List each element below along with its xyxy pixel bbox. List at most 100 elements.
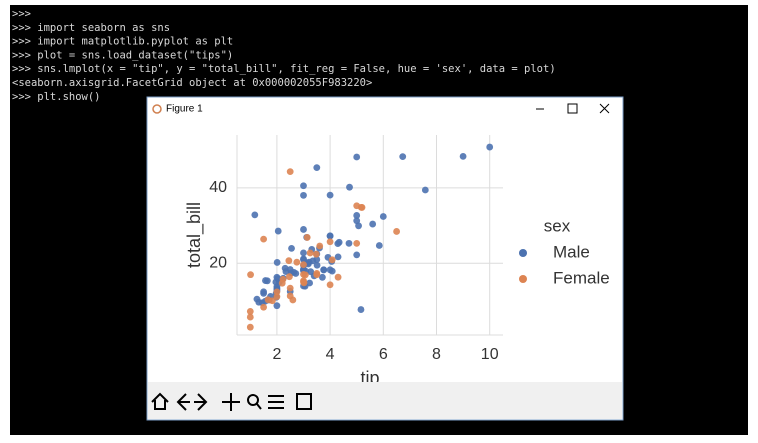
maximize-button[interactable] [567, 103, 578, 114]
point [313, 261, 321, 269]
point [326, 232, 334, 240]
forward-button[interactable] [194, 393, 208, 411]
point [278, 279, 286, 287]
y-tick-label: 20 [209, 255, 227, 272]
point [346, 183, 353, 191]
point [328, 256, 336, 264]
point [313, 270, 321, 277]
point [247, 271, 254, 279]
point [312, 250, 320, 258]
terminal: >>> >>> import seaborn as sns >>> import m… [12, 8, 556, 103]
point [253, 295, 261, 303]
point [326, 191, 334, 199]
point [246, 313, 254, 321]
point [260, 288, 267, 296]
point [274, 275, 282, 282]
x-tick-label: 8 [432, 346, 441, 363]
point [286, 284, 294, 292]
terminal-line: >>> [12, 8, 31, 20]
close-button[interactable] [599, 103, 610, 114]
toolbar [148, 382, 622, 419]
terminal-line: <seaborn.axisgrid.FacetGrid object at 0x… [12, 77, 372, 89]
point [300, 249, 307, 257]
point [246, 308, 254, 315]
point [320, 266, 328, 274]
point [274, 227, 282, 235]
point [293, 258, 301, 266]
point [334, 240, 342, 248]
legend-label: Female [553, 268, 610, 287]
save-button[interactable] [296, 393, 312, 410]
point [486, 143, 494, 151]
zoom-button[interactable] [247, 394, 262, 410]
point [300, 256, 307, 263]
figure-window [146, 96, 624, 421]
point [286, 273, 293, 281]
legend-label: Male [553, 242, 590, 261]
point [459, 152, 467, 160]
point [292, 270, 300, 277]
point [353, 251, 361, 259]
point [286, 292, 294, 300]
back-button[interactable] [176, 393, 190, 411]
point [306, 249, 314, 257]
terminal-line: >>> sns.lmplot(x = "tip", y = "total_bil… [12, 63, 556, 75]
x-tick-label: 2 [272, 346, 281, 363]
point [300, 182, 307, 190]
point [353, 153, 361, 161]
point [260, 303, 267, 311]
y-axis-label: total_bill [184, 202, 205, 268]
point [399, 153, 407, 161]
y-tick-label: 40 [209, 179, 227, 196]
point [281, 264, 289, 272]
point [251, 211, 259, 219]
point [273, 259, 281, 266]
point [300, 261, 307, 269]
point [263, 277, 271, 285]
point [286, 168, 294, 176]
configure-button[interactable] [268, 395, 284, 409]
point [326, 281, 334, 289]
point [334, 273, 342, 281]
point [300, 226, 307, 233]
legend-marker [519, 249, 527, 257]
point [273, 288, 281, 296]
point [379, 213, 387, 220]
home-button[interactable] [151, 392, 169, 410]
legend-title: sex [544, 216, 571, 235]
point [300, 277, 307, 285]
point [353, 212, 361, 219]
point [285, 257, 293, 265]
point [393, 228, 400, 235]
point [313, 164, 321, 172]
point [421, 186, 429, 194]
point [300, 191, 307, 199]
point [326, 266, 334, 274]
point [345, 239, 353, 247]
terminal-line: >>> plot = sns.load_dataset("tips") [12, 49, 233, 61]
point [288, 244, 295, 252]
x-tick-label: 10 [481, 346, 499, 363]
point [355, 222, 362, 230]
point [246, 323, 254, 331]
point [326, 238, 334, 246]
point [268, 297, 276, 305]
terminal-line: >>> import seaborn as sns [12, 22, 170, 34]
x-tick-label: 6 [379, 346, 388, 363]
point [273, 302, 281, 310]
legend-marker [519, 275, 527, 283]
x-tick-label: 4 [326, 346, 335, 363]
terminal-line: >>> import matplotlib.pyplot as plt [12, 36, 233, 48]
window-icon [152, 104, 162, 114]
point [334, 253, 342, 261]
point [273, 293, 281, 301]
point [357, 203, 365, 211]
point [375, 242, 383, 249]
point [303, 234, 311, 241]
point [318, 273, 326, 281]
point [357, 306, 365, 313]
point [353, 239, 361, 247]
pan-button[interactable] [222, 393, 240, 411]
